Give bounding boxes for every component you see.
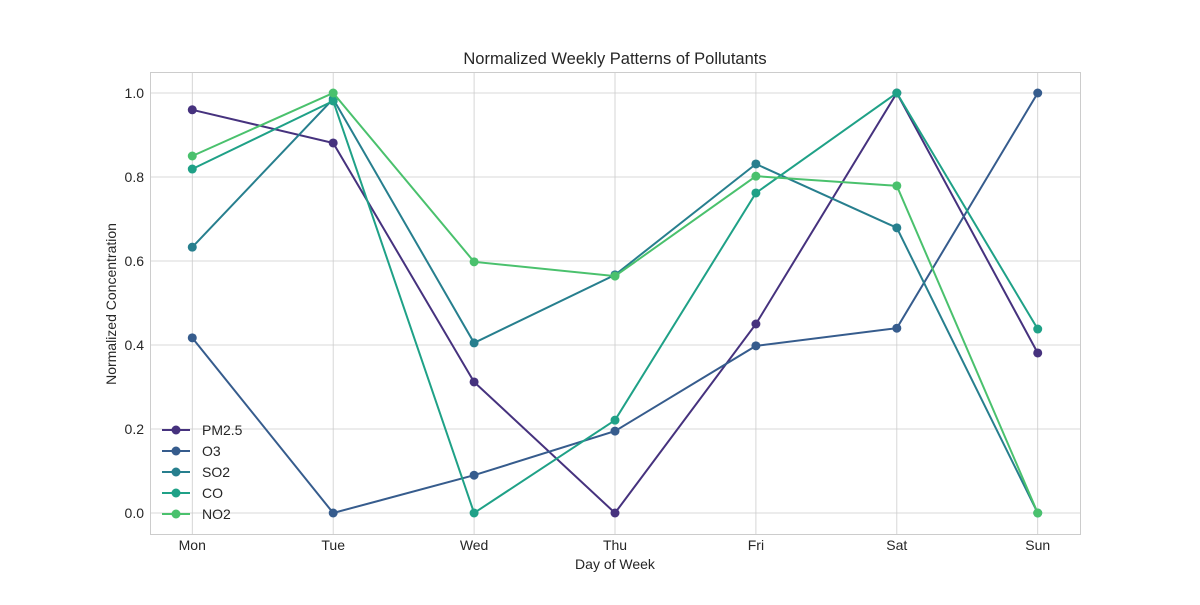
data-point	[469, 377, 479, 387]
data-point	[751, 188, 761, 198]
data-point	[892, 223, 902, 233]
data-point	[187, 105, 197, 115]
legend-label: SO2	[202, 464, 230, 480]
legend: PM2.5 O3 SO2 CO NO2	[162, 422, 243, 522]
data-point	[1033, 508, 1043, 518]
data-point	[469, 338, 479, 348]
data-point	[469, 257, 479, 267]
data-point	[187, 164, 197, 174]
legend-label: O3	[202, 443, 221, 459]
y-tick-label: 0.2	[125, 421, 145, 437]
x-tick-label: Tue	[321, 537, 345, 553]
data-point	[328, 96, 338, 106]
data-point	[751, 319, 761, 329]
x-tick-label: Fri	[748, 537, 764, 553]
data-point	[1033, 324, 1043, 334]
data-point	[892, 181, 902, 191]
data-point	[610, 271, 620, 281]
legend-marker	[171, 509, 181, 519]
data-point	[751, 171, 761, 181]
data-point	[187, 333, 197, 343]
data-point	[469, 470, 479, 480]
legend-marker	[171, 446, 181, 456]
data-point	[1033, 88, 1043, 98]
chart-title: Normalized Weekly Patterns of Pollutants	[463, 50, 766, 68]
data-point	[187, 151, 197, 161]
y-tick-label: 0.4	[125, 337, 145, 353]
data-point	[1033, 348, 1043, 358]
data-point	[751, 341, 761, 351]
data-point	[328, 88, 338, 98]
y-axis-label: Normalized Concentration	[103, 223, 119, 385]
legend-marker	[171, 467, 181, 477]
x-tick-label: Sat	[886, 537, 907, 553]
data-point	[610, 415, 620, 425]
y-tick-label: 0.0	[125, 505, 145, 521]
legend-label: NO2	[202, 506, 231, 522]
data-point	[892, 323, 902, 333]
data-point	[328, 138, 338, 148]
x-tick-label: Sun	[1025, 537, 1050, 553]
y-tick-label: 0.8	[125, 169, 145, 185]
x-tick-label: Thu	[603, 537, 627, 553]
x-tick-label: Wed	[460, 537, 489, 553]
data-point	[610, 508, 620, 518]
data-point	[469, 508, 479, 518]
data-point	[610, 426, 620, 436]
legend-label: CO	[202, 485, 223, 501]
y-tick-label: 0.6	[125, 253, 145, 269]
plot-frame	[150, 72, 1081, 535]
data-point	[892, 88, 902, 98]
x-tick-label: Mon	[179, 537, 206, 553]
y-tick-label: 1.0	[125, 85, 145, 101]
legend-label: PM2.5	[202, 422, 243, 438]
data-point	[187, 242, 197, 252]
x-axis-label: Day of Week	[575, 556, 656, 572]
data-point	[328, 508, 338, 518]
legend-marker	[171, 488, 181, 498]
legend-marker	[171, 425, 181, 435]
data-point	[751, 159, 761, 169]
